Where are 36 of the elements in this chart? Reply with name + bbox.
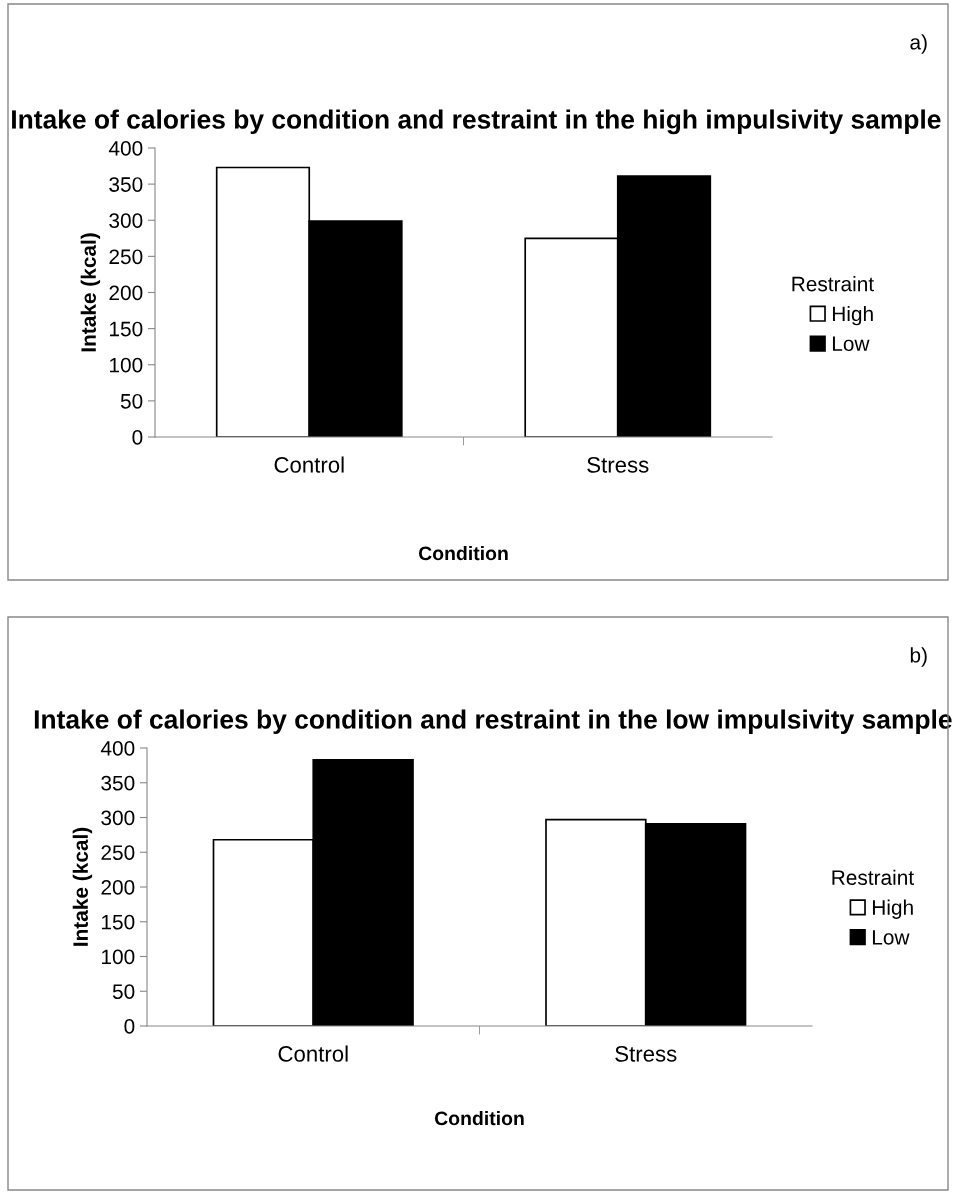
- y-tick-label: 200: [101, 880, 135, 895]
- y-axis-title: Intake (kcal): [80, 233, 101, 352]
- y-tick-label: 350: [101, 775, 135, 791]
- x-tick-label: Control: [278, 1045, 348, 1062]
- y-tick-label: 100: [102, 949, 135, 965]
- legend-label: High: [832, 305, 873, 326]
- y-tick-label: 100: [110, 357, 143, 373]
- text: a): [910, 34, 927, 54]
- x-axis-title: Condition: [418, 545, 508, 561]
- x-tick-label: Control: [274, 456, 344, 473]
- y-tick-label: 400: [100, 741, 135, 756]
- legend-title: Restraint: [832, 869, 914, 885]
- legend-label: Low: [872, 930, 910, 945]
- y-tick-label: 150: [102, 914, 135, 930]
- chart-title: Intake of calories by condition and restraint in the low impulsivity sample: [34, 709, 952, 735]
- legend-label: High: [872, 899, 913, 919]
- y-tick-label: 400: [108, 141, 143, 156]
- legend-label: Low: [832, 336, 870, 352]
- y-tick-label: 50: [112, 984, 135, 999]
- x-tick-label: Stress: [615, 1046, 677, 1062]
- text: b): [910, 647, 927, 667]
- y-tick-label: 0: [132, 430, 143, 445]
- y-tick-label: 150: [110, 321, 143, 337]
- chart-title: Intake of calories by condition and restraint in the high impulsivity sample: [12, 109, 941, 135]
- y-tick-label: 300: [101, 810, 135, 826]
- y-tick-label: 50: [120, 393, 143, 409]
- y-tick-label: 300: [109, 213, 143, 228]
- y-tick-label: 250: [101, 845, 135, 860]
- y-tick-label: 350: [109, 177, 143, 192]
- y-tick-label: 200: [109, 285, 143, 301]
- y-tick-label: 250: [109, 249, 143, 265]
- x-axis-title: Condition: [434, 1110, 524, 1126]
- x-tick-label: Stress: [587, 457, 649, 473]
- y-tick-label: 0: [124, 1019, 135, 1034]
- y-axis-title: Intake (kcal): [72, 827, 93, 946]
- legend-title: Restraint: [792, 276, 874, 292]
